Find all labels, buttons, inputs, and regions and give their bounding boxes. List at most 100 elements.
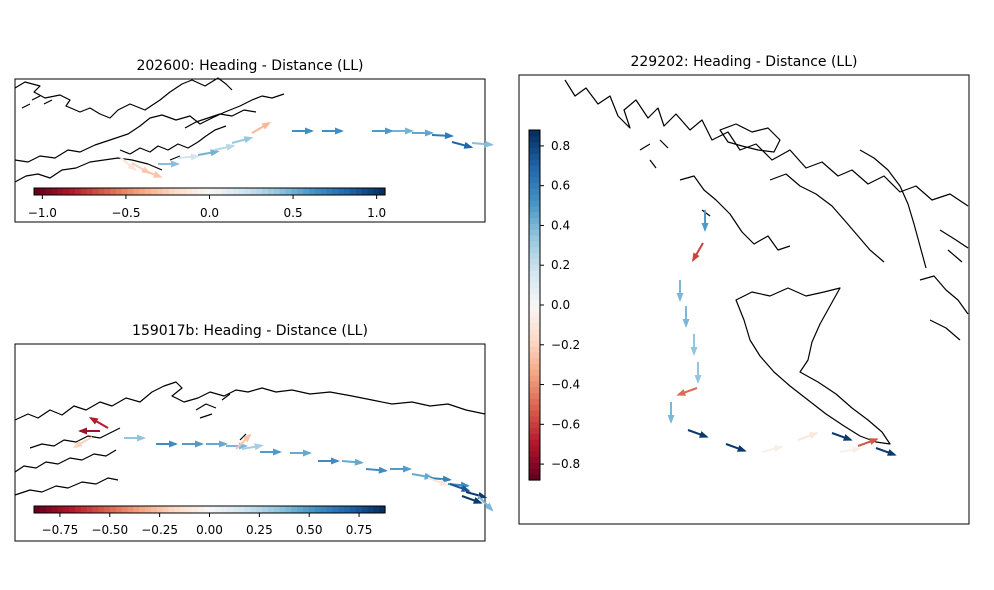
colorbar-segment [98,188,105,195]
colorbar-segment [355,506,363,513]
colorbar-tick-label: −0.8 [551,457,580,471]
colorbar-tick-label: 1.0 [367,206,386,220]
quiver-arrow [141,169,163,178]
colorbar-segment [197,188,205,195]
colorbar-segment [162,188,170,195]
colorbar-segment [320,188,328,195]
quiver-arrow [431,132,454,140]
colorbar-segment [186,506,193,513]
colorbar-segment [529,275,540,283]
quiver-arrow [471,140,494,148]
colorbar-segment [326,188,333,195]
quiver-arrow [725,443,747,452]
colorbar-tick-label: −0.75 [42,523,79,537]
colorbar-tick-label: −0.6 [551,417,580,431]
coastline-229202 [564,79,969,445]
colorbar-segment [529,141,540,149]
quiver-arrow [427,477,449,486]
colorbar-segment [121,506,129,513]
colorbar-segment [529,182,540,189]
quiver-arrow [694,362,702,384]
quiver-arrow [88,417,109,429]
colorbar-segment [379,188,386,195]
colorbar-segment [529,456,540,464]
colorbar-segment [39,506,47,513]
colorbar-segment [529,474,540,481]
colorbar-segment [529,135,540,143]
colorbar-segment [529,188,540,195]
colorbar-segment [332,506,339,513]
colorbar-segment [529,427,540,434]
quiver-arrow [197,149,220,157]
colorbar-segment [168,188,175,195]
colorbar-tick-label: 0.0 [200,206,219,220]
quiver-arrow [477,495,494,512]
quiver-arrow [761,445,784,453]
colorbar-segment [174,506,181,513]
panel-229202: 229202: Heading - Distance (LL) 0.80.60.… [518,54,970,525]
colorbar-segment [529,316,540,324]
colorbar-segment [209,188,216,195]
axes-frame-202600 [14,78,486,223]
panel-202600: 202600: Heading - Distance (LL) −1.0 −0.5… [14,58,494,223]
colorbar-segment [529,170,540,178]
colorbar-segment [69,506,76,513]
quiver-arrow [290,449,312,457]
colorbar-tick-label: 0.25 [246,523,273,537]
colorbar-159017b: −0.75 −0.50 −0.25 0.00 0.25 0.50 0.75 [33,505,386,537]
colorbar-segment [238,188,246,195]
colorbar-segment [355,188,363,195]
quiver-arrow [449,483,471,492]
quiver-arrow [682,306,690,328]
quiver-arrow [206,440,228,448]
colorbar-segment [232,188,240,195]
colorbar-segment [57,506,64,513]
panel-title-202600: 202600: Heading - Distance (LL) [136,58,363,74]
colorbar-segment [529,310,540,318]
colorbar-202600: −1.0 −0.5 0.0 0.5 1.0 [28,187,386,220]
colorbar-segment [529,421,540,429]
quiver-arrow [124,434,146,442]
colorbar-segment [156,188,164,195]
quiver-arrow [78,427,100,435]
colorbar-segment [529,375,540,382]
arrow-layer-202600 [119,122,494,178]
colorbar-segment [215,188,222,195]
colorbar-segment [529,357,540,364]
quiver-arrow [235,433,252,450]
colorbar-segment [215,506,222,513]
colorbar-segment [529,386,540,394]
colorbar-segment [529,287,540,294]
colorbar-segment [80,188,88,195]
colorbar-segment [86,188,94,195]
quiver-arrow [831,432,853,441]
colorbar-segment [529,462,540,469]
quiver-arrow [676,280,684,302]
quiver-arrow [156,440,178,448]
colorbar-segment [332,188,339,195]
quiver-arrow [341,458,364,466]
colorbar-segment [256,506,263,513]
colorbar-segment [221,506,228,513]
colorbar-segment [529,246,540,254]
colorbar-segment [303,506,310,513]
colorbar-tick-label: −0.2 [551,338,580,352]
colorbar-segment [529,433,540,440]
colorbar-segment [168,506,175,513]
colorbar-segment [110,506,117,513]
quiver-arrow [260,448,282,456]
colorbar-segment [529,211,540,219]
quiver-arrow [857,438,879,447]
colorbar-segment [373,506,380,513]
colorbar-segment [115,188,123,195]
colorbar-segment [529,264,540,271]
colorbar-segment [256,188,263,195]
colorbar-segment [45,188,53,195]
colorbar-tick-label: 0.5 [284,206,303,220]
colorbar-segment [314,188,322,195]
colorbar-segment [529,328,540,335]
colorbar-segment [191,506,199,513]
colorbar-segment [244,188,252,195]
colorbar-segment [121,188,129,195]
colorbar-segment [529,299,540,306]
